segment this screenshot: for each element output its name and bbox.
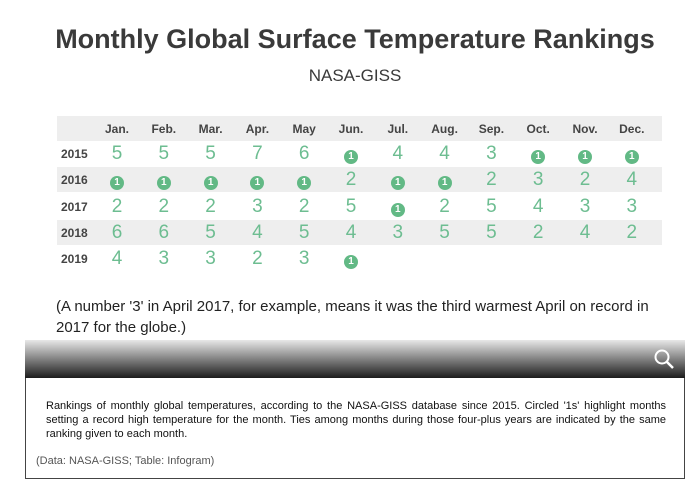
rank-cell: 3 <box>298 248 310 270</box>
caption-box: Rankings of monthly global temperatures,… <box>25 378 685 479</box>
infographic: Monthly Global Surface Temperature Ranki… <box>25 8 685 378</box>
record-badge: 1 <box>531 150 546 164</box>
record-badge: 1 <box>344 255 358 270</box>
rank-cell: 1 <box>329 143 373 165</box>
rank-cell: 5 <box>439 221 450 243</box>
rank-cell: 5 <box>158 143 170 164</box>
rank-cell: 2 <box>111 195 123 217</box>
rank-cell: 1 <box>235 169 279 191</box>
rank-cell: 4 <box>626 169 638 191</box>
rank-cell: 1 <box>610 143 654 165</box>
rank-cell: 5 <box>345 195 357 217</box>
row-year: 2016 <box>61 173 88 188</box>
rank-cell: 7 <box>252 143 263 164</box>
rank-cell: 1 <box>376 169 420 191</box>
record-badge: 1 <box>578 150 592 164</box>
row-year: 2015 <box>61 147 88 161</box>
column-header: Sep. <box>478 122 505 136</box>
rank-cell: 3 <box>205 248 216 270</box>
rank-cell: 4 <box>439 143 450 164</box>
note: (A number '3' in April 2017, for example… <box>56 298 649 336</box>
rank-cell: 5 <box>486 195 497 217</box>
rank-cell: 1 <box>189 169 233 191</box>
column-header: Jul. <box>387 122 409 136</box>
column-header: Aug. <box>431 122 458 136</box>
rank-cell: 2 <box>626 221 638 243</box>
record-badge: 1 <box>390 202 405 217</box>
row-band <box>57 219 662 245</box>
subtitle: NASA-GISS <box>308 66 402 85</box>
column-header: Jan. <box>104 122 129 136</box>
rank-cell: 3 <box>532 169 544 191</box>
rank-cell: 2 <box>345 169 357 191</box>
rank-cell: 2 <box>298 195 310 217</box>
rank-cell: 4 <box>111 248 123 270</box>
row-year: 2018 <box>61 225 88 240</box>
rank-cell: 4 <box>252 221 263 243</box>
column-header: Nov. <box>572 122 598 136</box>
rank-cell: 3 <box>626 195 638 217</box>
rank-cell: 2 <box>252 248 263 270</box>
rank-cell: 4 <box>345 221 357 243</box>
rank-cell: 1 <box>329 248 373 270</box>
rank-cell: 5 <box>111 143 123 164</box>
record-badge: 1 <box>297 176 312 191</box>
rank-cell: 4 <box>579 221 591 243</box>
rank-cell: 5 <box>205 143 216 164</box>
column-header: Mar. <box>198 122 223 136</box>
rank-cell: 1 <box>95 169 139 191</box>
title: Monthly Global Surface Temperature Ranki… <box>55 24 655 54</box>
column-header: May <box>292 122 316 136</box>
rank-cell: 3 <box>486 143 497 164</box>
column-header: Dec. <box>619 122 645 136</box>
rank-cell: 1 <box>282 169 326 191</box>
caption: Rankings of monthly global temperatures,… <box>46 400 666 440</box>
rank-cell: 4 <box>532 195 544 217</box>
rank-cell: 2 <box>158 195 170 217</box>
record-badge: 1 <box>156 176 171 191</box>
row-year: 2019 <box>61 252 88 267</box>
rank-cell: 1 <box>563 143 607 165</box>
record-badge: 1 <box>390 176 405 191</box>
header-band <box>57 116 662 141</box>
rank-cell: 1 <box>376 196 420 218</box>
record-badge: 1 <box>344 150 358 164</box>
rank-cell: 2 <box>486 169 497 191</box>
rank-cell: 4 <box>392 143 404 164</box>
record-badge: 1 <box>437 176 452 191</box>
record-badge: 1 <box>203 176 218 191</box>
row-year: 2017 <box>61 199 88 214</box>
zoom-icon[interactable] <box>653 348 675 370</box>
column-header: Jun. <box>338 122 364 136</box>
rank-cell: 5 <box>205 221 216 243</box>
rank-cell: 3 <box>158 248 170 270</box>
record-badge: 1 <box>250 176 265 191</box>
rank-cell: 6 <box>158 221 170 243</box>
credit: (Data: NASA-GISS; Table: Infogram) <box>36 455 215 467</box>
rank-cell: 2 <box>532 221 544 243</box>
column-header: Apr. <box>245 122 270 136</box>
column-header: Oct. <box>526 122 550 136</box>
rank-cell: 3 <box>392 221 404 243</box>
rank-cell: 1 <box>423 169 467 191</box>
rank-cell: 6 <box>298 143 310 164</box>
image-overlay <box>25 340 685 378</box>
rank-cell: 1 <box>142 169 186 191</box>
column-header: Feb. <box>151 122 177 136</box>
rank-cell: 2 <box>579 169 591 191</box>
record-badge: 1 <box>624 150 639 164</box>
rank-cell: 2 <box>205 195 216 217</box>
rank-cell: 6 <box>111 221 123 243</box>
rank-cell: 5 <box>298 221 310 243</box>
record-badge: 1 <box>110 176 124 191</box>
rank-cell: 5 <box>486 221 497 243</box>
rank-cell: 3 <box>579 195 591 217</box>
rank-cell: 2 <box>439 195 450 217</box>
rank-cell: 3 <box>252 195 263 217</box>
rank-cell: 1 <box>516 143 560 165</box>
